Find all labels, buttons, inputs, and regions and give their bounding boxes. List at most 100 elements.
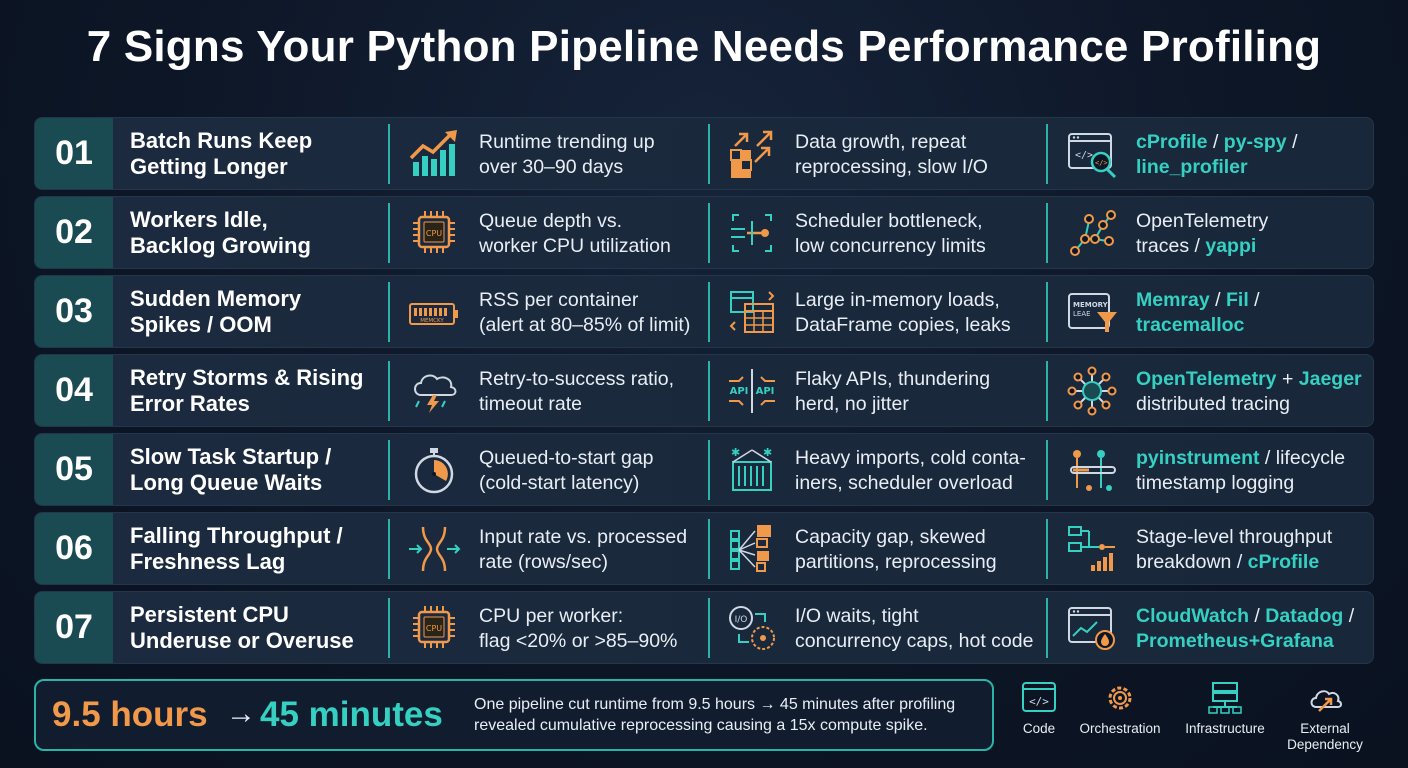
cold-container-icon: ✱ ✱ bbox=[731, 446, 772, 491]
sign-row-01: 01 Batch Runs Keep Getting Longer Runtime… bbox=[34, 117, 1374, 190]
metric-text: Retry-to-success ratio, timeout rate bbox=[479, 368, 675, 415]
tool-text: OpenTelemetry traces / yappi bbox=[1136, 210, 1269, 257]
monitoring-dashboard-icon bbox=[1068, 607, 1115, 650]
summary-after-value: 45 minutes bbox=[260, 695, 443, 734]
tool-text: Memray / Fil / tracemalloc bbox=[1136, 289, 1260, 336]
io-wait-icon: I/O bbox=[729, 606, 775, 650]
legend-external-dependency: External Dependency bbox=[1282, 681, 1368, 753]
infrastructure-server-icon bbox=[1208, 682, 1242, 714]
legend-infrastructure: Infrastructure bbox=[1178, 681, 1272, 737]
cause-text: Large in-memory loads, DataFrame copies, … bbox=[795, 289, 1011, 336]
column-divider bbox=[708, 203, 710, 263]
sign-row-03: 03 Sudden Memory Spikes / OOM MEMCKY RSS … bbox=[34, 275, 1374, 348]
summary-before-value: 9.5 hours bbox=[52, 695, 208, 734]
column-divider bbox=[708, 598, 710, 658]
svg-text:</>: </> bbox=[1075, 150, 1093, 161]
column-divider bbox=[1046, 598, 1048, 658]
storm-cloud-icon bbox=[414, 374, 457, 413]
tool-text: OpenTelemetry + Jaeger distributed traci… bbox=[1136, 368, 1362, 415]
memory-filter-icon: MEMORY LEAE bbox=[1068, 293, 1117, 332]
tool-text: cProfile / py-spy / line_profiler bbox=[1136, 131, 1298, 178]
external-cloud-icon bbox=[1310, 690, 1342, 712]
svg-text:API: API bbox=[756, 386, 775, 397]
sign-number: 03 bbox=[35, 276, 113, 347]
sign-row-07: 07 Persistent CPU Underuse or Overuse CPU… bbox=[34, 591, 1374, 664]
sign-row-04: 04 Retry Storms & Rising Error Rates Retr… bbox=[34, 354, 1374, 427]
metric-text: Runtime trending up over 30–90 days bbox=[479, 131, 655, 178]
svg-text:LEAE: LEAE bbox=[1073, 310, 1091, 318]
stopwatch-icon bbox=[414, 448, 454, 494]
svg-text:CPU: CPU bbox=[426, 229, 442, 238]
column-divider bbox=[388, 361, 390, 421]
sign-title: Retry Storms & Rising Error Rates bbox=[130, 365, 364, 416]
column-divider bbox=[1046, 519, 1048, 579]
svg-text:CPU: CPU bbox=[426, 624, 442, 633]
signs-list: 01 Batch Runs Keep Getting Longer Runtime… bbox=[34, 117, 1374, 670]
throughput-narrowing-icon bbox=[409, 526, 461, 572]
cpu-chip-icon: CPU bbox=[411, 604, 457, 650]
sign-number: 05 bbox=[35, 434, 113, 505]
api-conflict-icon: API API bbox=[729, 369, 775, 413]
cause-text: Flaky APIs, thundering herd, no jitter bbox=[795, 368, 991, 415]
metric-text: RSS per container (alert at 80–85% of lim… bbox=[479, 289, 691, 336]
trace-graph-icon bbox=[1070, 210, 1116, 256]
data-growth-icon bbox=[730, 130, 773, 178]
column-divider bbox=[1046, 203, 1048, 263]
svg-text:I/O: I/O bbox=[735, 615, 748, 625]
column-divider bbox=[708, 440, 710, 500]
svg-text:MEMCKY: MEMCKY bbox=[420, 318, 444, 324]
column-divider bbox=[708, 361, 710, 421]
sign-title: Persistent CPU Underuse or Overuse bbox=[130, 602, 354, 653]
column-divider bbox=[388, 282, 390, 342]
metric-text: Queued-to-start gap (cold-start latency) bbox=[479, 447, 654, 494]
page-title: 7 Signs Your Python Pipeline Needs Perfo… bbox=[86, 22, 1322, 71]
sign-number: 01 bbox=[35, 118, 113, 189]
column-divider bbox=[388, 440, 390, 500]
svg-text:MEMORY: MEMORY bbox=[1073, 301, 1109, 309]
sign-row-02: 02 Workers Idle, Backlog Growing CPU Queu… bbox=[34, 196, 1374, 269]
column-divider bbox=[1046, 440, 1048, 500]
svg-text:✱: ✱ bbox=[731, 446, 740, 459]
trending-chart-icon bbox=[409, 130, 457, 176]
svg-text:✱: ✱ bbox=[763, 446, 772, 459]
column-divider bbox=[388, 519, 390, 579]
memory-bar-icon: MEMCKY bbox=[409, 303, 458, 325]
sign-row-05: 05 Slow Task Startup / Long Queue Waits Q… bbox=[34, 433, 1374, 506]
cpu-chip-icon: CPU bbox=[411, 209, 457, 255]
metric-text: CPU per worker: flag <20% or >85–90% bbox=[479, 605, 678, 652]
partition-skew-icon bbox=[730, 525, 771, 572]
tool-text: Stage-level throughput breakdown / cProf… bbox=[1136, 526, 1333, 573]
tool-text: pyinstrument / lifecycle timestamp loggi… bbox=[1136, 447, 1346, 494]
metric-text: Input rate vs. processed rate (rows/sec) bbox=[479, 526, 688, 573]
cause-text: Scheduler bottleneck, low concurrency lim… bbox=[795, 210, 986, 257]
cause-text: Capacity gap, skewed partitions, reproces… bbox=[795, 526, 997, 573]
code-icon: </> bbox=[1022, 682, 1056, 712]
svg-text:API: API bbox=[730, 386, 749, 397]
column-divider bbox=[1046, 361, 1048, 421]
column-divider bbox=[1046, 282, 1048, 342]
column-divider bbox=[708, 124, 710, 184]
svg-text:</>: </> bbox=[1095, 159, 1108, 167]
sign-number: 06 bbox=[35, 513, 113, 584]
sign-number: 07 bbox=[35, 592, 113, 663]
tool-text: CloudWatch / Datadog / Prometheus+Grafan… bbox=[1136, 605, 1355, 652]
orchestration-gear-icon bbox=[1108, 686, 1132, 710]
sign-title: Slow Task Startup / Long Queue Waits bbox=[130, 444, 332, 495]
summary-story: One pipeline cut runtime from 9.5 hours … bbox=[474, 696, 956, 734]
sign-title: Workers Idle, Backlog Growing bbox=[130, 207, 311, 258]
scheduler-bottleneck-icon bbox=[731, 214, 772, 252]
code-search-icon: </> </> bbox=[1068, 133, 1117, 179]
dataframe-table-icon bbox=[729, 291, 775, 333]
column-divider bbox=[708, 282, 710, 342]
cause-text: Heavy imports, cold conta-iners, schedul… bbox=[795, 447, 1026, 494]
sign-title: Falling Throughput / Freshness Lag bbox=[130, 523, 343, 574]
lifecycle-timeline-icon bbox=[1070, 450, 1116, 491]
sign-number: 04 bbox=[35, 355, 113, 426]
legend-code: </> Code bbox=[1010, 681, 1068, 737]
sign-title: Batch Runs Keep Getting Longer bbox=[130, 128, 313, 179]
sign-title: Sudden Memory Spikes / OOM bbox=[130, 286, 302, 337]
stage-breakdown-icon bbox=[1068, 526, 1115, 571]
column-divider bbox=[388, 203, 390, 263]
cause-text: Data growth, repeat reprocessing, slow I/… bbox=[795, 131, 988, 178]
summary-callout: 9.5 hours → 45 minutes One pipeline cut … bbox=[34, 679, 994, 751]
